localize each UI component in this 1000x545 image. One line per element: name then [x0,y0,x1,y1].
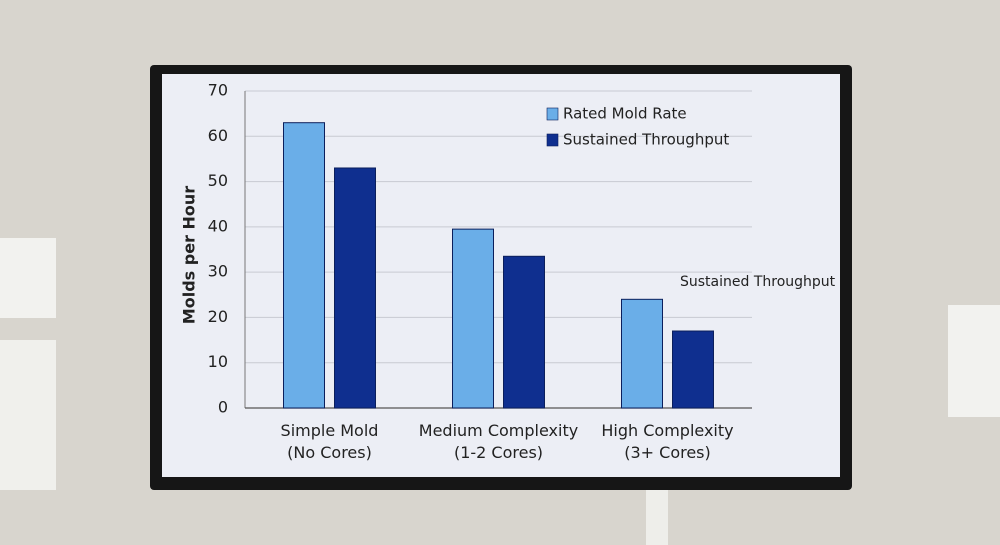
legend-label: Rated Mold Rate [563,105,687,123]
legend-swatch [546,133,559,147]
y-tick-label: 70 [208,81,228,100]
bar [452,228,494,409]
y-tick-label: 60 [208,126,228,145]
x-tick-label: High Complexity (3+ Cores) [601,421,734,462]
y-axis-title: Molds per Hour [180,186,199,324]
wall-paper [0,238,56,318]
y-tick-label: 20 [208,307,228,326]
bar [621,298,663,409]
bar [283,122,325,409]
bar [334,167,376,409]
y-tick-label: 30 [208,262,228,281]
wall-paper [0,340,56,490]
legend-label: Sustained Throughput [563,131,729,149]
tv-screen [162,74,840,477]
bar [503,255,545,409]
y-tick-label: 10 [208,352,228,371]
legend-swatch [546,107,559,121]
plot: 0 10 20 30 40 50 60 70 Rated Mold Rate Sustained … [208,81,752,417]
wall-paper [948,305,1000,417]
bar [672,330,714,409]
x-tick-label: Medium Complexity (1-2 Cores) [418,421,579,462]
x-tick-label: Simple Mold (No Cores) [280,421,379,462]
y-tick-label: 40 [208,216,228,235]
annotation: Sustained Throughput [680,274,836,290]
y-tick-label: 0 [218,398,228,417]
y-tick-label: 50 [208,171,228,190]
cable-cover [646,488,668,545]
